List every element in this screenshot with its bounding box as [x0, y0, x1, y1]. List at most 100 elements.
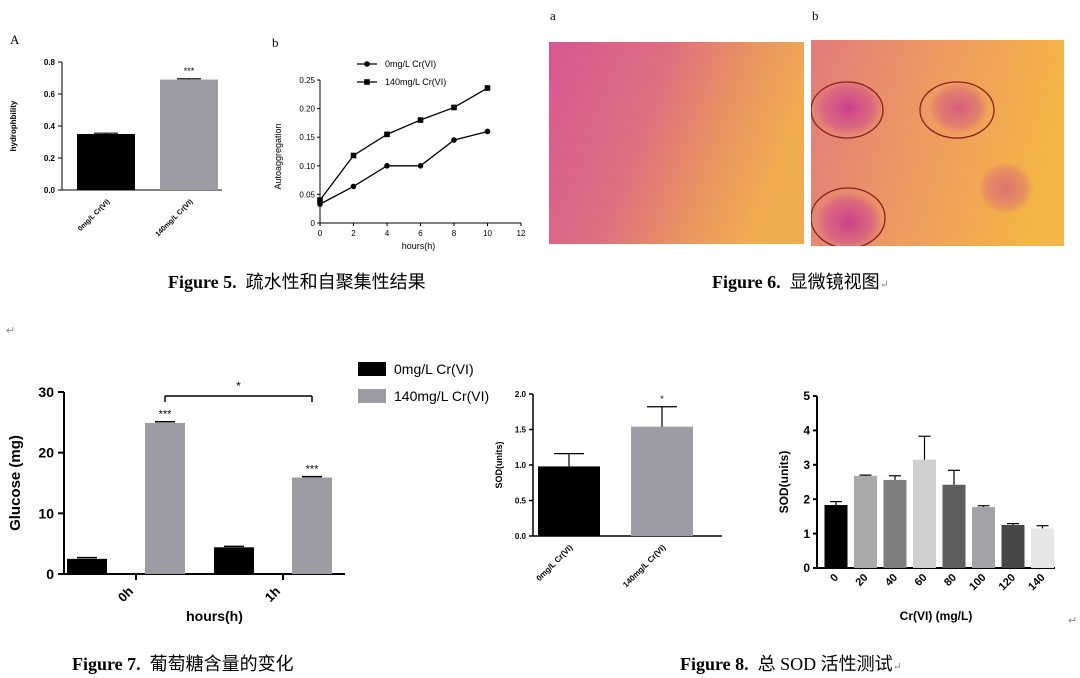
micrograph-a [549, 42, 804, 244]
y-tick-label: 0.15 [299, 133, 315, 142]
y-tick-label: 20 [38, 445, 54, 461]
hydrophobicity-bar-chart: 0.0 0.2 0.4 0.6 0.8 hydrophbility 0mg/L Cr(VI)… [9, 58, 222, 238]
bar [854, 475, 877, 568]
x-tick-label: 8 [452, 229, 457, 238]
bar [214, 547, 254, 574]
legend-label: 0mg/L Cr(VI) [394, 361, 474, 377]
y-tick-label: 1 [803, 527, 810, 541]
significance-star: *** [306, 464, 320, 476]
y-tick-label: 0.05 [299, 190, 315, 199]
data-point [350, 183, 357, 190]
figure5-caption: Figure 5. 疏水性和自聚集性结果 [168, 268, 426, 294]
bar [913, 459, 936, 568]
figure5-caption-label: Figure 5. [168, 272, 237, 292]
y-tick-label: 0.6 [44, 90, 56, 99]
significance-star: * [236, 379, 241, 393]
panel-letter-5a: A [10, 32, 20, 47]
y-axis-label: Glucose (mg) [7, 435, 24, 531]
x-tick-label: 6 [418, 229, 423, 238]
data-point [484, 128, 491, 135]
y-tick-label: 0.2 [44, 154, 56, 163]
figure6-caption-label: Figure 6. [712, 272, 781, 292]
significance-star: *** [159, 409, 173, 421]
return-mark: ↵ [1068, 615, 1078, 627]
significance-star: *** [184, 66, 195, 76]
y-tick-label: 4 [803, 424, 810, 438]
panel-letter-6a: a [550, 8, 556, 23]
legend-label: 0mg/L Cr(VI) [385, 59, 436, 69]
bar [292, 477, 332, 574]
x-tick-label: 140 [1026, 572, 1047, 593]
y-tick-label: 0.8 [44, 58, 56, 67]
bar [538, 466, 600, 536]
y-tick-label: 0 [46, 566, 54, 582]
aggregate-cluster [815, 192, 883, 246]
data-point [451, 104, 457, 111]
x-tick-label: 0h [115, 583, 136, 604]
legend-label: 140mg/L Cr(VI) [385, 77, 446, 87]
x-tick-label: 12 [517, 229, 526, 238]
data-point [417, 117, 424, 123]
figure7-caption-label: Figure 7. [72, 654, 141, 674]
x-tick-label: 0mg/L Cr(VI) [535, 543, 575, 583]
x-tick-label: 0 [828, 572, 841, 585]
y-tick-label: 2.0 [515, 390, 527, 399]
x-tick-label: 2 [351, 229, 356, 238]
y-tick-label: 0.25 [299, 76, 315, 85]
bar [1031, 528, 1054, 568]
y-tick-label: 0 [803, 561, 810, 575]
y-tick-label: 10 [38, 505, 54, 521]
y-axis-label: SOD(units) [494, 442, 504, 489]
legend-swatch [358, 362, 386, 376]
aggregate-cluster [978, 162, 1034, 214]
autoaggregation-line-chart: 0 0.05 0.10 0.15 0.20 0.25 0 2 4 6 8 10 12 hours(h) Au… [273, 59, 526, 251]
data-point [384, 163, 390, 169]
data-point [384, 131, 390, 138]
panel-letter-6b: b [812, 8, 819, 23]
significance-star: * [660, 394, 664, 404]
y-tick-label: 0 [311, 219, 316, 228]
x-tick-label: 140mg/L Cr(VI) [155, 198, 195, 238]
y-tick-label: 0.0 [515, 532, 527, 541]
figure8-caption-label: Figure 8. [680, 654, 749, 674]
aggregate-cluster [929, 82, 989, 134]
x-axis-label: hours(h) [402, 241, 436, 251]
x-tick-label: 60 [912, 572, 929, 589]
panel-letter-5b: b [272, 35, 279, 50]
y-tick-label: 30 [38, 384, 54, 400]
x-tick-label: 40 [883, 572, 900, 589]
figure6-caption: Figure 6. 显微镜视图↵ [712, 268, 889, 294]
x-tick-label: 0mg/L Cr(VI) [77, 198, 111, 232]
bar [942, 484, 966, 568]
figure8-caption-text: 总 SOD 活性测试 [757, 654, 893, 674]
highlight-circle [811, 81, 884, 139]
x-tick-label: 20 [853, 572, 870, 589]
x-tick-label: 80 [942, 572, 959, 589]
x-tick-label: 0 [318, 229, 323, 238]
data-point [451, 137, 457, 143]
bar [883, 479, 907, 568]
x-tick-label: 10 [483, 229, 492, 238]
figure8-caption: Figure 8. 总 SOD 活性测试↵ [680, 650, 902, 676]
bar [824, 505, 848, 568]
series-line [319, 130, 488, 205]
data-point [350, 152, 357, 159]
legend-marker [364, 61, 370, 67]
bar [1001, 525, 1025, 568]
highlight-circle [919, 81, 995, 139]
y-axis-label: hydrophbility [9, 100, 18, 151]
return-mark: ↵ [892, 661, 902, 673]
x-tick-label: 140mg/L Cr(VI) [621, 543, 667, 589]
y-axis-label: Autoaggregation [273, 123, 283, 189]
y-tick-label: 0.5 [515, 496, 527, 505]
data-point [417, 163, 424, 169]
y-tick-label: 0.0 [44, 186, 56, 195]
figure5-caption-text: 疏水性和自聚集性结果 [245, 272, 426, 292]
highlight-circle [811, 187, 886, 246]
bar [67, 558, 107, 574]
figure7-caption-text: 葡萄糖含量的变化 [149, 654, 294, 674]
y-tick-label: 5 [803, 389, 810, 403]
bar [160, 79, 218, 190]
y-tick-label: 1.0 [515, 461, 527, 470]
sod-bar-chart-right: 0 1 2 3 4 5 SOD(units) 0 20 40 60 80 100 120 140 Cr(VI)… [777, 389, 1055, 623]
